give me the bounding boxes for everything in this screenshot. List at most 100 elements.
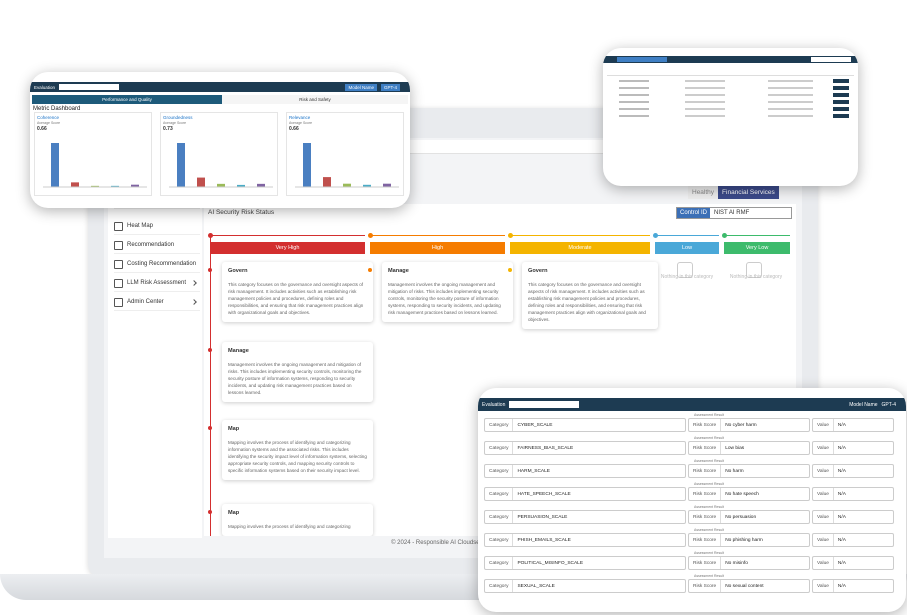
value-value: N/A xyxy=(837,514,846,520)
score-value: Low bias xyxy=(725,445,745,451)
select[interactable] xyxy=(617,57,667,62)
mini-bar-chart xyxy=(43,143,147,188)
row-button[interactable] xyxy=(833,107,849,111)
card-text: Mapping involves the process of identify… xyxy=(228,524,351,530)
category-label: Category xyxy=(485,442,514,454)
risk-card: Map Mapping involves the process of ident… xyxy=(222,504,373,536)
model-label: Model Name xyxy=(849,401,878,408)
category-value: PERSUASION_SCALE xyxy=(517,514,568,520)
level-line xyxy=(510,235,650,236)
empty-text: Nothing in this category xyxy=(660,274,714,280)
category-box: Category POLITICAL_MISINFO_SCALE xyxy=(484,556,686,570)
panel-score: 0.66 xyxy=(37,126,47,132)
metric-panel: Relevance Average Score 0.66 xyxy=(286,112,404,196)
card-title: Manage xyxy=(228,348,249,354)
control-select[interactable]: Control ID NIST AI RMF xyxy=(676,207,792,219)
side-item[interactable]: LLM Risk Assessment xyxy=(114,275,200,292)
eval-row: Assessment Result Category CYBER_SCALE Risk… xyxy=(484,413,894,432)
category-label: Category xyxy=(485,419,514,431)
eval-row: Assessment Result Category PERSUASION_SCAL… xyxy=(484,505,894,524)
row-button[interactable] xyxy=(833,79,849,83)
row-line xyxy=(685,101,725,103)
side-item[interactable]: Costing Recommendation xyxy=(114,256,200,273)
score-label: Risk Score xyxy=(689,419,722,431)
tab[interactable]: Risk and Safety xyxy=(222,95,408,104)
row-line xyxy=(619,94,649,96)
row-line xyxy=(768,87,813,89)
panel-sub: Average Score xyxy=(37,121,61,125)
bar xyxy=(111,185,119,187)
metric-dashboard-window: Evaluation Model Name GPT-4 Performance … xyxy=(30,72,410,208)
category-box: Category PERSUASION_SCALE xyxy=(484,510,686,524)
category-box: Category FAIRNESS_BIAS_SCALE xyxy=(484,441,686,455)
eval-row: Assessment Result Category FAIRNESS_BIAS_S… xyxy=(484,436,894,455)
category-label: Category xyxy=(485,580,514,592)
bar xyxy=(343,183,351,187)
eval-row: Assessment Result Category PHISH_EMAILS_SC… xyxy=(484,528,894,547)
side-item[interactable]: Admin Center xyxy=(114,294,200,311)
mini-bar-chart xyxy=(295,143,399,188)
empty-icon xyxy=(746,262,762,278)
panel-sub: Average Score xyxy=(163,121,187,125)
tab[interactable]: Healthy xyxy=(688,186,719,199)
card-dot xyxy=(508,268,512,272)
tab[interactable]: Financial Services xyxy=(718,186,779,199)
card-text: Mapping involves the process of identify… xyxy=(228,440,367,473)
score-label: Risk Score xyxy=(689,442,722,454)
risk-card: Manage Management involves the ongoing ma… xyxy=(382,262,513,322)
risk-card: Govern This category focuses on the gover… xyxy=(222,262,373,322)
tab[interactable]: Performance and Quality xyxy=(32,95,222,104)
value-value: N/A xyxy=(837,445,846,451)
score-box: Risk Score No cyber harm xyxy=(688,418,810,432)
value-box: Value N/A xyxy=(812,579,894,593)
score-value: No hate speech xyxy=(725,491,759,497)
category-value: HARM_SCALE xyxy=(517,468,550,474)
card-dot xyxy=(208,426,212,430)
row-line xyxy=(619,80,649,82)
row-line xyxy=(768,94,813,96)
panel-score: 0.66 xyxy=(289,126,299,132)
section-title: AI Security Risk Status xyxy=(208,209,275,216)
category-box: Category HATE_SPEECH_SCALE xyxy=(484,487,686,501)
control-label: Control ID xyxy=(677,208,711,218)
select[interactable] xyxy=(59,84,120,90)
side-item[interactable]: Recommendation xyxy=(114,237,200,254)
risk-card: Manage Management involves the ongoing ma… xyxy=(222,342,373,402)
score-value: No cyber harm xyxy=(725,422,757,428)
bar xyxy=(237,184,245,187)
result-label: Assessment Result xyxy=(694,459,724,463)
row-line xyxy=(685,87,725,89)
category-value: CYBER_SCALE xyxy=(517,422,553,428)
row-button[interactable] xyxy=(833,100,849,104)
row-button[interactable] xyxy=(833,93,849,97)
control-value: NIST AI RMF xyxy=(714,210,750,216)
score-value: No persuasion xyxy=(725,514,757,520)
icon xyxy=(114,278,123,288)
category-box: Category PHISH_EMAILS_SCALE xyxy=(484,533,686,547)
value-label: Value xyxy=(813,534,834,546)
score-value: No harm xyxy=(725,468,744,474)
card-title: Map xyxy=(228,426,240,432)
footer: © 2024 - Responsible AI Cloudsecurity Un… xyxy=(391,540,515,546)
level-header: High xyxy=(370,242,505,254)
value-label: Value xyxy=(813,488,834,500)
row-button[interactable] xyxy=(833,114,849,118)
category-label: Category xyxy=(485,488,514,500)
card-title: Manage xyxy=(388,268,409,274)
row-line xyxy=(685,115,725,117)
side-item[interactable] xyxy=(114,200,200,209)
search[interactable] xyxy=(811,57,851,62)
value-box: Value N/A xyxy=(812,418,894,432)
ev-header: Evaluation Model Name GPT-4 xyxy=(478,398,906,411)
side-label: Costing Recommendation xyxy=(127,261,197,267)
result-label: Assessment Result xyxy=(694,482,724,486)
card-dot xyxy=(208,348,212,352)
side-label: Admin Center xyxy=(127,299,164,305)
value-box: Value N/A xyxy=(812,487,894,501)
level-header: Very High xyxy=(210,242,365,254)
select[interactable] xyxy=(509,401,580,408)
side-item[interactable]: Heat Map xyxy=(114,218,200,235)
row-button[interactable] xyxy=(833,86,849,90)
md-title: Metric Dashboard xyxy=(33,106,81,112)
